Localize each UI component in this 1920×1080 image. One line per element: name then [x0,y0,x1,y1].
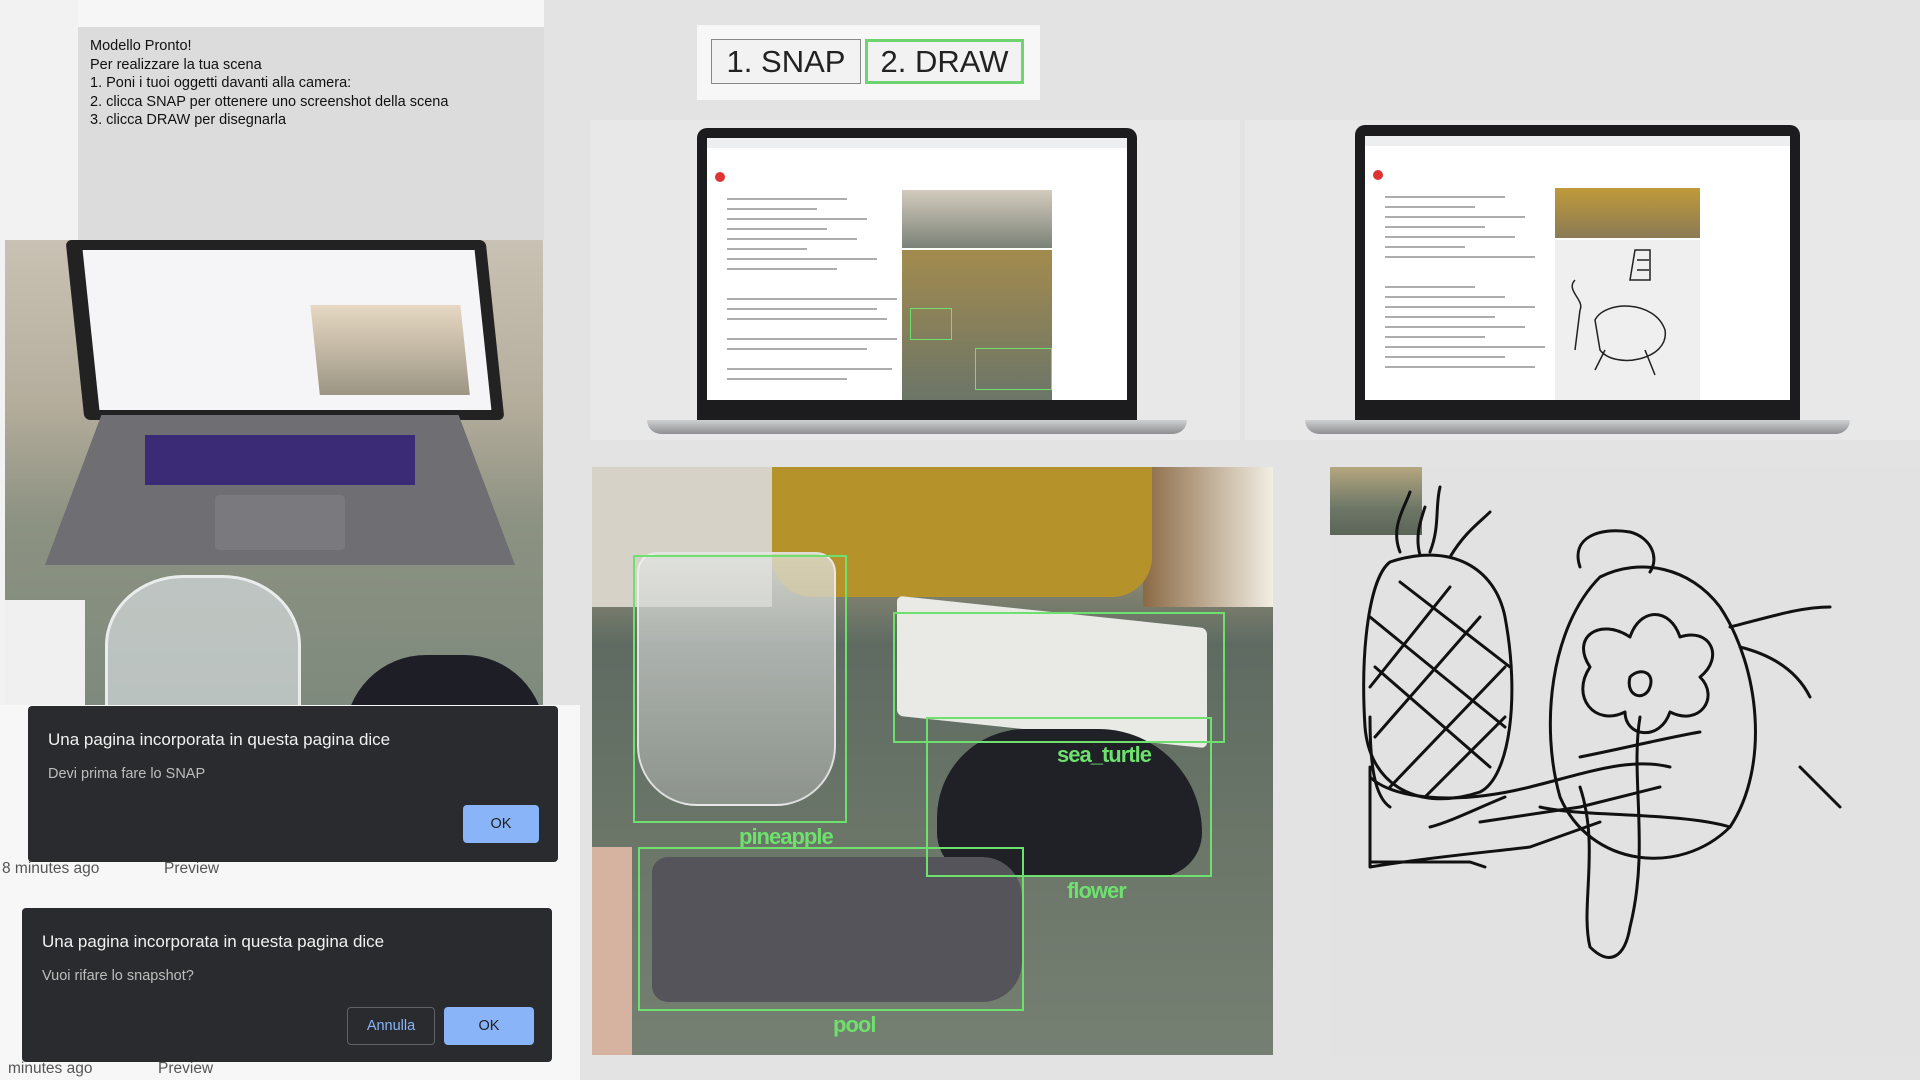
laptop-mockup-detection [590,120,1240,440]
photo-calculator [5,600,85,705]
object-detection-image: pineapple sea_turtle flower pool [592,467,1273,1055]
ok-button[interactable]: OK [444,1007,534,1045]
list-row-time: 8 minutes ago [2,860,100,877]
bbox-label-sea-turtle: sea_turtle [1057,742,1152,767]
dialog-title: Una pagina incorporata in questa pagina … [48,730,391,749]
mockup-screen [707,138,1127,400]
desk-photo [5,240,543,705]
photo-trackpad [215,495,345,550]
ok-button[interactable]: OK [463,805,539,843]
detect-glass [637,552,836,806]
laptop-mockup-drawing [1245,120,1920,440]
instructions-line: 3. clicca DRAW per disegnarla [90,112,287,128]
snap-button[interactable]: 1. SNAP [711,39,861,84]
list-row-preview-link[interactable]: Preview [164,860,220,877]
instructions-text: Modello Pronto! Per realizzare la tua sc… [90,37,448,130]
detect-remote [652,857,1022,1002]
detect-hand [592,847,632,1055]
bbox-label-pineapple: pineapple [739,824,834,849]
instructions-line: Per realizzare la tua scena [90,56,262,73]
detect-window [1143,467,1273,607]
dialog-message: Vuoi rifare lo snapshot? [42,968,194,984]
dialog-title: Una pagina incorporata in questa pagina … [42,932,385,951]
drawing-flower [1581,613,1714,735]
generated-drawing-panel [1330,467,1920,1055]
alert-dialog-snap-required: Una pagina incorporata in questa pagina … [28,706,558,862]
photo-mouse [345,655,543,705]
confirm-dialog-retake-snapshot: Una pagina incorporata in questa pagina … [22,908,552,1062]
bbox-sea-turtle [893,612,1225,743]
mockup-doodle [1571,249,1666,376]
drawing-pineapple [1362,553,1514,801]
generated-drawing [1362,485,1842,959]
bbox-flower [926,717,1212,877]
instructions-line: Modello Pronto! [90,38,192,54]
instructions-panel: Modello Pronto! Per realizzare la tua sc… [78,0,544,240]
photo-keyboard [145,435,415,485]
photo-laptop-screen [82,250,492,410]
bbox-pool [638,847,1024,1011]
detect-mouse [937,729,1202,877]
instructions-line: 1. Poni i tuoi oggetti davanti alla came… [90,75,352,91]
mockup-screen [1365,136,1790,400]
draw-button[interactable]: 2. DRAW [865,39,1024,84]
bbox-label-pool: pool [833,1012,876,1037]
bbox-pineapple [633,555,847,823]
snap-draw-toolbar: 1. SNAP 2. DRAW [697,25,1040,100]
drawing-turtle [1548,565,1757,860]
list-row-preview-link[interactable]: Preview [158,1060,214,1077]
instructions-line: 2. clicca SNAP per ottenere uno screensh… [90,93,449,110]
bbox-label-flower: flower [1067,878,1127,903]
list-row-time: minutes ago [8,1060,93,1077]
cancel-button[interactable]: Annulla [347,1007,435,1045]
dialog-message: Devi prima fare lo SNAP [48,766,206,782]
photo-glass [105,575,301,705]
instructions-topband [78,0,544,27]
